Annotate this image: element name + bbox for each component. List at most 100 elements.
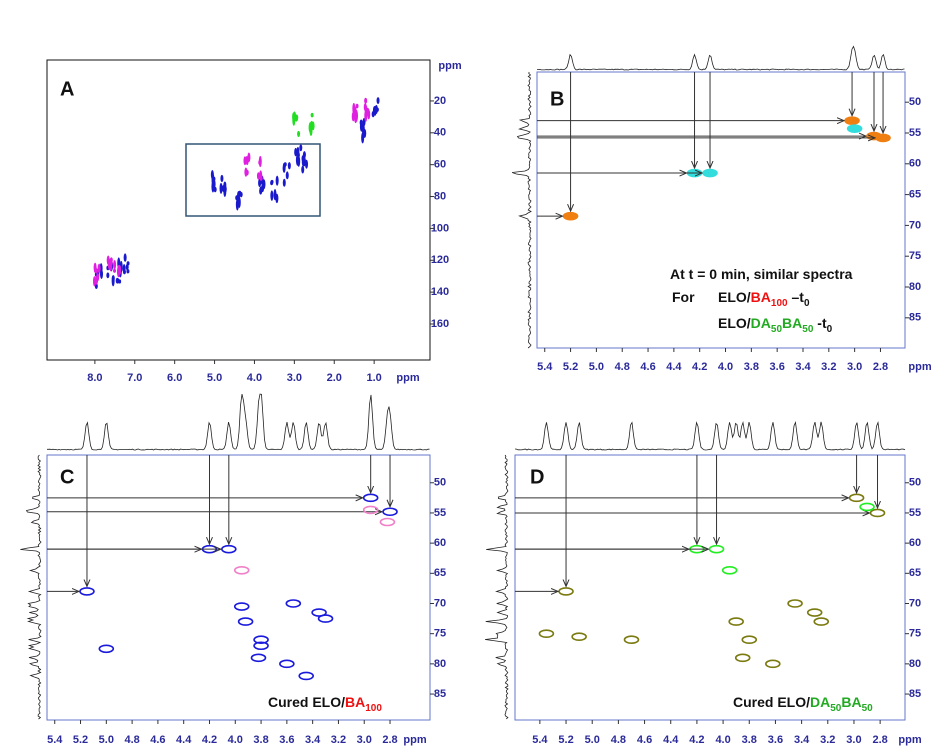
annotation: Cured ELO/DA50BA50 (733, 694, 873, 714)
peak (250, 653, 267, 663)
projection-left (485, 454, 509, 720)
peak (99, 263, 103, 274)
x-tick-label: 1.0 (366, 372, 381, 384)
peak (355, 103, 359, 109)
annotation-part: Cured ELO/ (733, 694, 810, 710)
peak (221, 185, 225, 192)
peak (126, 269, 130, 274)
peak (98, 644, 115, 654)
annotation-part: At t = 0 min, similar spectra (670, 266, 853, 282)
annotation-part: BA (345, 694, 365, 710)
x-tick-label: 6.0 (167, 372, 182, 384)
peak (351, 111, 355, 122)
y-tick-label: 80 (434, 190, 446, 202)
peak (237, 617, 254, 626)
x-tick-label: 5.0 (589, 361, 604, 373)
peak (813, 617, 830, 626)
peak (253, 635, 269, 645)
peak (123, 253, 127, 262)
x-tick-label: 3.8 (253, 734, 268, 746)
annotation: ELO/DA50BA50 -t0 (718, 315, 833, 335)
x-tick-label: 5.2 (558, 734, 573, 746)
peak (126, 261, 130, 266)
y-tick-label: 75 (909, 628, 921, 640)
x-tick-label: 4.8 (124, 734, 139, 746)
x-tick-label: 5.0 (99, 734, 114, 746)
x-tick-label: 5.4 (532, 734, 548, 746)
peak (859, 502, 875, 512)
peak (317, 614, 334, 623)
annotation-part: DA (751, 315, 771, 331)
peak (362, 505, 379, 515)
plot-frame (46, 454, 431, 721)
x-tick-label: 3.0 (357, 734, 372, 746)
x-tick-label: 4.4 (176, 734, 192, 746)
x-axis-label: ppm (396, 372, 419, 384)
y-tick-label: 55 (909, 127, 921, 139)
peak (285, 599, 302, 608)
y-tick-label: 20 (434, 95, 446, 107)
peak (379, 517, 396, 527)
x-tick-label: 4.6 (150, 734, 165, 746)
peak (361, 132, 365, 144)
panel-label: C (60, 466, 74, 488)
x-tick-label: 3.6 (279, 734, 294, 746)
x-tick-label: 4.2 (692, 361, 707, 373)
peak (247, 152, 251, 163)
y-tick-label: 60 (909, 537, 921, 549)
peak (869, 508, 886, 518)
y-tick-label: 65 (909, 189, 921, 201)
peak (116, 267, 120, 278)
peak (106, 272, 110, 279)
peak (97, 263, 101, 274)
annotation-part: BA (782, 315, 802, 331)
x-tick-label: 3.0 (287, 372, 302, 384)
x-tick-label: 2.8 (873, 361, 888, 373)
annotation-part: 50 (771, 324, 783, 335)
peak (270, 190, 274, 201)
peak (708, 544, 725, 554)
x-tick-label: 3.6 (770, 361, 785, 373)
plot-frame (46, 59, 431, 361)
peak (364, 105, 368, 116)
peak (113, 268, 117, 273)
y-tick-label: 80 (434, 658, 446, 670)
peak (106, 255, 110, 266)
panel-label: B (550, 88, 564, 110)
y-tick-label: 65 (434, 567, 446, 579)
peak (287, 162, 291, 170)
peak (806, 608, 823, 617)
peak (279, 659, 295, 669)
x-tick-label: 2.8 (382, 734, 397, 746)
peak (262, 179, 266, 190)
annotation-part: 100 (365, 703, 382, 714)
annotation-part: 50 (830, 703, 842, 714)
y-tick-label: 50 (434, 477, 446, 489)
plot-frame (536, 71, 906, 349)
annotation-part: 50 (862, 703, 874, 714)
peak (253, 641, 269, 651)
peak (721, 565, 738, 575)
y-tick-label: 70 (909, 219, 921, 231)
y-tick-label: 75 (434, 628, 446, 640)
peak (562, 211, 579, 221)
peak (221, 544, 237, 554)
y-tick-label: 50 (909, 477, 921, 489)
peak (111, 275, 115, 282)
peak (310, 112, 314, 118)
annotation-part: BA (841, 694, 861, 710)
highlight-box (185, 143, 321, 217)
annotation-part: –t (788, 289, 805, 305)
x-tick-label: 4.4 (666, 361, 682, 373)
projection-top (514, 421, 906, 451)
y-tick-label: 80 (909, 658, 921, 670)
y-tick-label: 85 (909, 312, 921, 324)
x-tick-label: 3.2 (821, 361, 836, 373)
peak (273, 189, 277, 201)
peak (354, 112, 358, 124)
x-tick-label: 5.4 (47, 734, 63, 746)
y-tick-label: 60 (434, 537, 446, 549)
x-tick-label: 4.0 (228, 734, 243, 746)
peak (382, 507, 398, 517)
